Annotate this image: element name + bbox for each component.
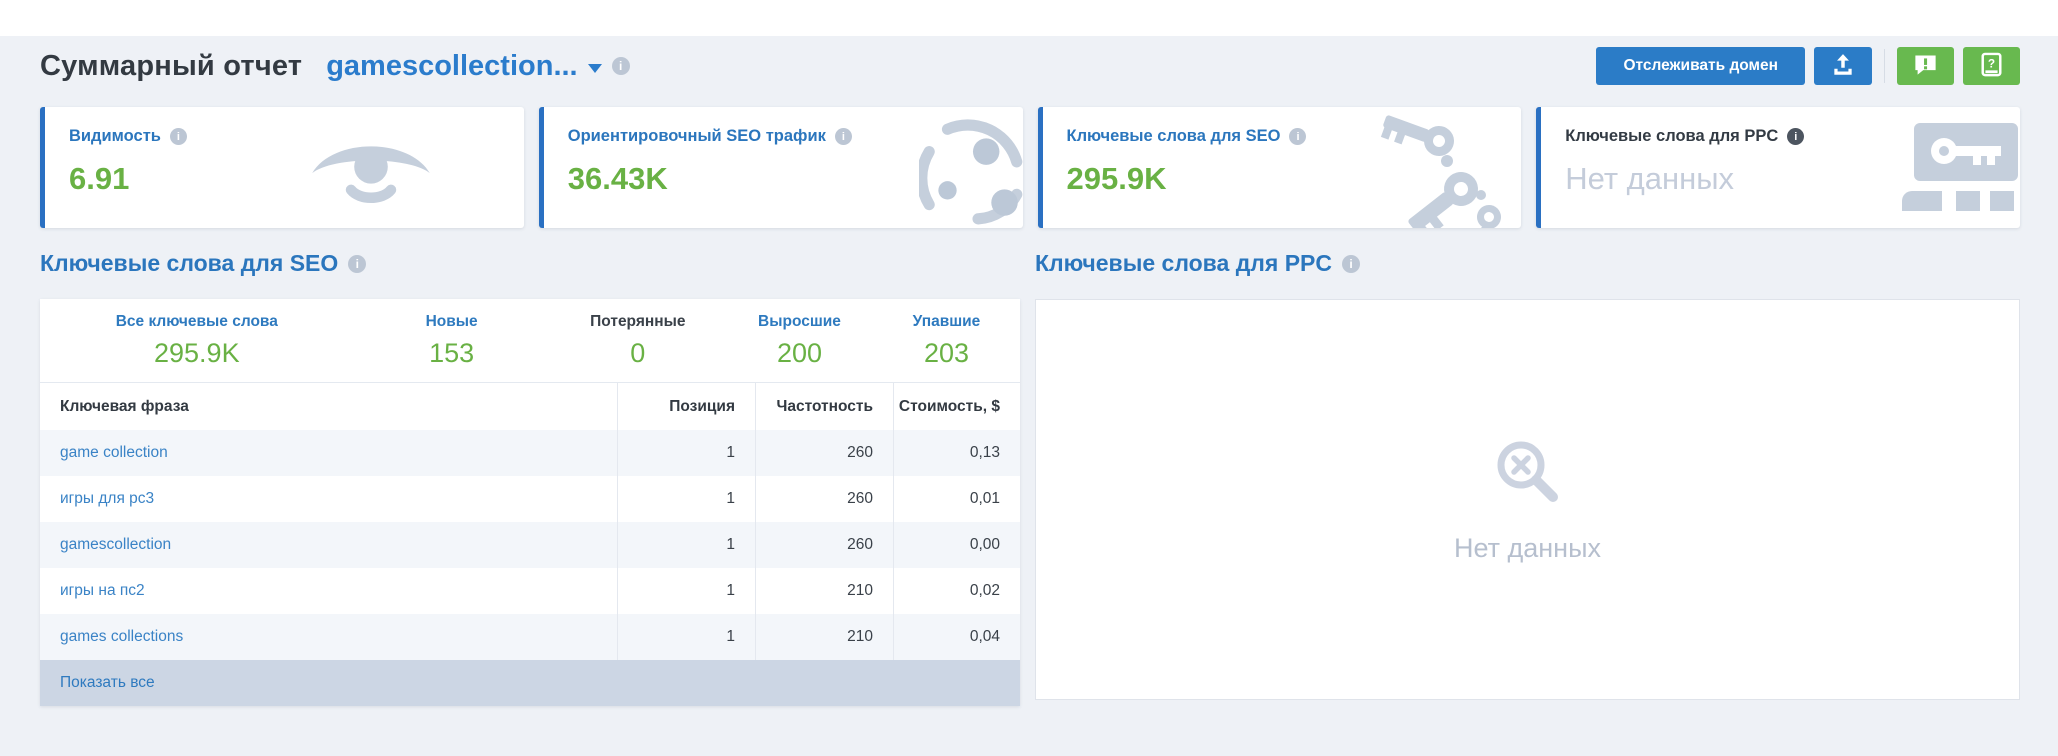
- card-value: 36.43K: [567, 161, 668, 196]
- domain-name[interactable]: gamescollection...: [326, 49, 578, 82]
- summary-label-link[interactable]: Упавшие: [912, 313, 981, 330]
- summary-value: 203: [923, 338, 970, 368]
- key-card-icon: [1898, 121, 2020, 226]
- feedback-button[interactable]: [1897, 47, 1954, 85]
- table-row: games collections 1 210 0,04: [40, 614, 1020, 660]
- table-row: gamescollection 1 260 0,00: [40, 522, 1020, 568]
- summary-label: Потерянные: [590, 313, 686, 330]
- cost-value: 0,02: [893, 568, 1020, 614]
- exclamation-bubble-icon: [1912, 51, 1939, 81]
- keyword-link[interactable]: игры на пс2: [60, 582, 145, 599]
- ppc-section-title: Ключевые слова для PPC i: [1035, 250, 1361, 277]
- chevron-down-icon: [587, 63, 602, 73]
- cost-value: 0,00: [893, 522, 1020, 568]
- orbit-traffic-icon: [915, 115, 1023, 228]
- summary-label-link[interactable]: Все ключевые слова: [115, 313, 278, 330]
- summary-risen: Выросшие 200: [726, 313, 873, 369]
- card-label: Ключевые слова для SEO: [1066, 127, 1281, 145]
- frequency-value: 210: [755, 614, 893, 660]
- export-button[interactable]: [1814, 47, 1872, 85]
- page-title: Суммарный отчет: [40, 49, 303, 82]
- domain-selector[interactable]: gamescollection... i: [326, 49, 630, 83]
- summary-all-keywords: Все ключевые слова 295.9K: [40, 313, 354, 369]
- frequency-value: 210: [755, 568, 893, 614]
- frequency-value: 260: [755, 430, 893, 476]
- column-header-frequency: Частотность: [755, 383, 893, 430]
- column-header-position: Позиция: [617, 383, 755, 430]
- info-icon[interactable]: i: [834, 128, 852, 145]
- table-row: игры для pc3 1 260 0,01: [40, 476, 1020, 522]
- show-all-link[interactable]: Показать все: [60, 674, 155, 691]
- keyword-link[interactable]: game collection: [60, 444, 168, 461]
- position-value: 1: [617, 430, 755, 476]
- summary-value: 153: [429, 338, 475, 368]
- stat-card-seo-traffic: Ориентировочный SEO трафик i 36.43K: [538, 107, 1023, 228]
- card-label: Ключевые слова для PPC: [1565, 127, 1779, 145]
- stat-card-ppc-keywords: Ключевые слова для PPC i Нет данных: [1536, 107, 2020, 228]
- eye-icon: [308, 129, 434, 218]
- summary-value: 200: [776, 338, 823, 368]
- no-data-text: Нет данных: [1454, 532, 1601, 563]
- info-icon[interactable]: i: [1342, 254, 1361, 273]
- card-value-no-data: Нет данных: [1565, 161, 1735, 196]
- ppc-keywords-panel: Нет данных: [1035, 299, 2020, 700]
- summary-value: 0: [630, 338, 646, 368]
- summary-value: 295.9K: [154, 338, 240, 368]
- info-icon[interactable]: i: [169, 128, 187, 145]
- info-icon[interactable]: i: [611, 57, 630, 75]
- table-footer: Показать все: [40, 660, 1020, 706]
- frequency-value: 260: [755, 522, 893, 568]
- keyword-link[interactable]: gamescollection: [60, 536, 172, 553]
- header-actions: Отслеживать домен: [1596, 47, 2020, 85]
- info-icon[interactable]: i: [348, 254, 367, 273]
- card-label: Видимость: [69, 127, 161, 145]
- summary-lost: Потерянные 0: [550, 313, 726, 369]
- summary-label-link[interactable]: Новые: [425, 313, 478, 330]
- keywords-summary-row: Все ключевые слова 295.9K Новые 153 Поте…: [40, 299, 1020, 383]
- column-header-cost: Стоимость, $: [893, 383, 1020, 430]
- svg-text:?: ?: [1988, 56, 1995, 70]
- stat-cards-row: Видимость i 6.91 Ориентировочный SEO тра…: [40, 107, 2020, 228]
- table-header-row: Ключевая фраза Позиция Частотность Стоим…: [40, 383, 1020, 430]
- position-value: 1: [617, 522, 755, 568]
- cost-value: 0,13: [893, 430, 1020, 476]
- seo-section-title: Ключевые слова для SEO i: [40, 250, 367, 277]
- card-value: 295.9K: [1066, 161, 1167, 196]
- question-book-icon: ?: [1978, 51, 2005, 81]
- summary-label-link[interactable]: Выросшие: [758, 313, 841, 330]
- column-header-phrase: Ключевая фраза: [60, 397, 189, 415]
- seo-keywords-card: Все ключевые слова 295.9K Новые 153 Поте…: [40, 299, 1020, 706]
- keys-bunch-icon: [1377, 115, 1507, 228]
- no-results-magnifier-icon: [1492, 436, 1564, 513]
- frequency-value: 260: [755, 476, 893, 522]
- export-icon: [1830, 52, 1856, 81]
- track-domain-button[interactable]: Отслеживать домен: [1596, 47, 1805, 85]
- stat-card-visibility: Видимость i 6.91: [40, 107, 524, 228]
- info-icon[interactable]: i: [1289, 128, 1307, 145]
- cost-value: 0,04: [893, 614, 1020, 660]
- card-label: Ориентировочный SEO трафик: [567, 127, 826, 145]
- help-button[interactable]: ?: [1963, 47, 2020, 85]
- position-value: 1: [617, 568, 755, 614]
- keyword-link[interactable]: games collections: [60, 628, 184, 645]
- position-value: 1: [617, 476, 755, 522]
- info-icon[interactable]: i: [1787, 128, 1805, 145]
- table-row: игры на пс2 1 210 0,02: [40, 568, 1020, 614]
- summary-new: Новые 153: [354, 313, 550, 369]
- stat-card-seo-keywords: Ключевые слова для SEO i 295.9K: [1037, 107, 1522, 228]
- keyword-link[interactable]: игры для pc3: [60, 490, 155, 507]
- position-value: 1: [617, 614, 755, 660]
- divider: [1884, 49, 1885, 83]
- cost-value: 0,01: [893, 476, 1020, 522]
- summary-fallen: Упавшие 203: [873, 313, 1020, 369]
- card-value: 6.91: [69, 161, 130, 196]
- header: Суммарный отчет gamescollection... i Отс…: [40, 44, 2020, 88]
- table-row: game collection 1 260 0,13: [40, 430, 1020, 476]
